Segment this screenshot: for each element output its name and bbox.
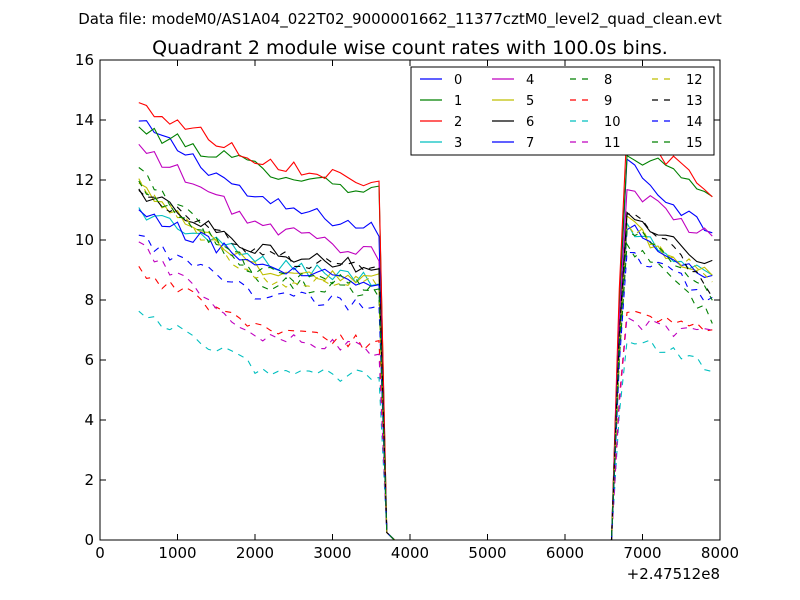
y-tick-label: 16 <box>75 51 94 69</box>
y-tick-label: 2 <box>84 471 94 489</box>
x-tick-label: 2000 <box>236 544 274 562</box>
legend-label-9: 9 <box>604 94 612 109</box>
legend-label-8: 8 <box>604 73 612 88</box>
legend-label-12: 12 <box>686 73 703 88</box>
legend-label-2: 2 <box>454 115 462 130</box>
series-line-15 <box>138 180 713 541</box>
x-tick-label: 5000 <box>468 544 506 562</box>
legend-label-15: 15 <box>686 136 703 151</box>
legend-label-6: 6 <box>526 115 534 130</box>
chart-header: Data file: modeM0/AS1A04_022T02_90000016… <box>78 10 722 29</box>
x-tick-label: 3000 <box>313 544 351 562</box>
series-line-14 <box>138 234 713 541</box>
legend-label-13: 13 <box>686 94 703 109</box>
x-tick-label: 6000 <box>546 544 584 562</box>
x-tick-label: 8000 <box>701 544 739 562</box>
series-layer <box>138 102 713 541</box>
series-line-9 <box>138 266 713 541</box>
legend-label-14: 14 <box>686 115 703 130</box>
x-tick-label: 1000 <box>158 544 196 562</box>
y-tick-label: 14 <box>75 111 94 129</box>
y-tick-label: 8 <box>84 291 94 309</box>
y-tick-label: 0 <box>84 531 94 549</box>
y-tick-label: 6 <box>84 351 94 369</box>
legend-label-4: 4 <box>526 73 534 88</box>
legend-label-0: 0 <box>454 73 462 88</box>
series-line-0 <box>138 120 713 541</box>
series-line-5 <box>138 182 713 541</box>
axis-ticks: 0 1000 2000 3000 4000 5000 6000 7000 80000246810… <box>75 51 739 562</box>
series-line-13 <box>138 189 713 541</box>
series-line-11 <box>138 241 713 541</box>
chart-title: Quadrant 2 module wise count rates with … <box>152 37 668 59</box>
legend-label-7: 7 <box>526 136 534 151</box>
legend-label-1: 1 <box>454 94 462 109</box>
legend-label-3: 3 <box>454 136 462 151</box>
series-line-10 <box>138 310 713 541</box>
legend-label-11: 11 <box>604 136 621 151</box>
x-tick-label: 7000 <box>623 544 661 562</box>
y-tick-label: 12 <box>75 171 94 189</box>
series-line-8 <box>138 167 713 541</box>
legend-label-10: 10 <box>604 115 621 130</box>
series-line-1 <box>138 126 713 541</box>
x-offset-label: +2.47512e8 <box>627 565 720 583</box>
legend-box <box>410 66 715 156</box>
series-line-12 <box>138 178 713 541</box>
x-tick-label: 4000 <box>391 544 429 562</box>
legend-label-5: 5 <box>526 94 534 109</box>
y-tick-label: 4 <box>84 411 94 429</box>
series-line-4 <box>138 143 713 541</box>
x-tick-label: 0 <box>95 544 105 562</box>
series-line-6 <box>138 188 713 541</box>
y-tick-label: 10 <box>75 231 94 249</box>
